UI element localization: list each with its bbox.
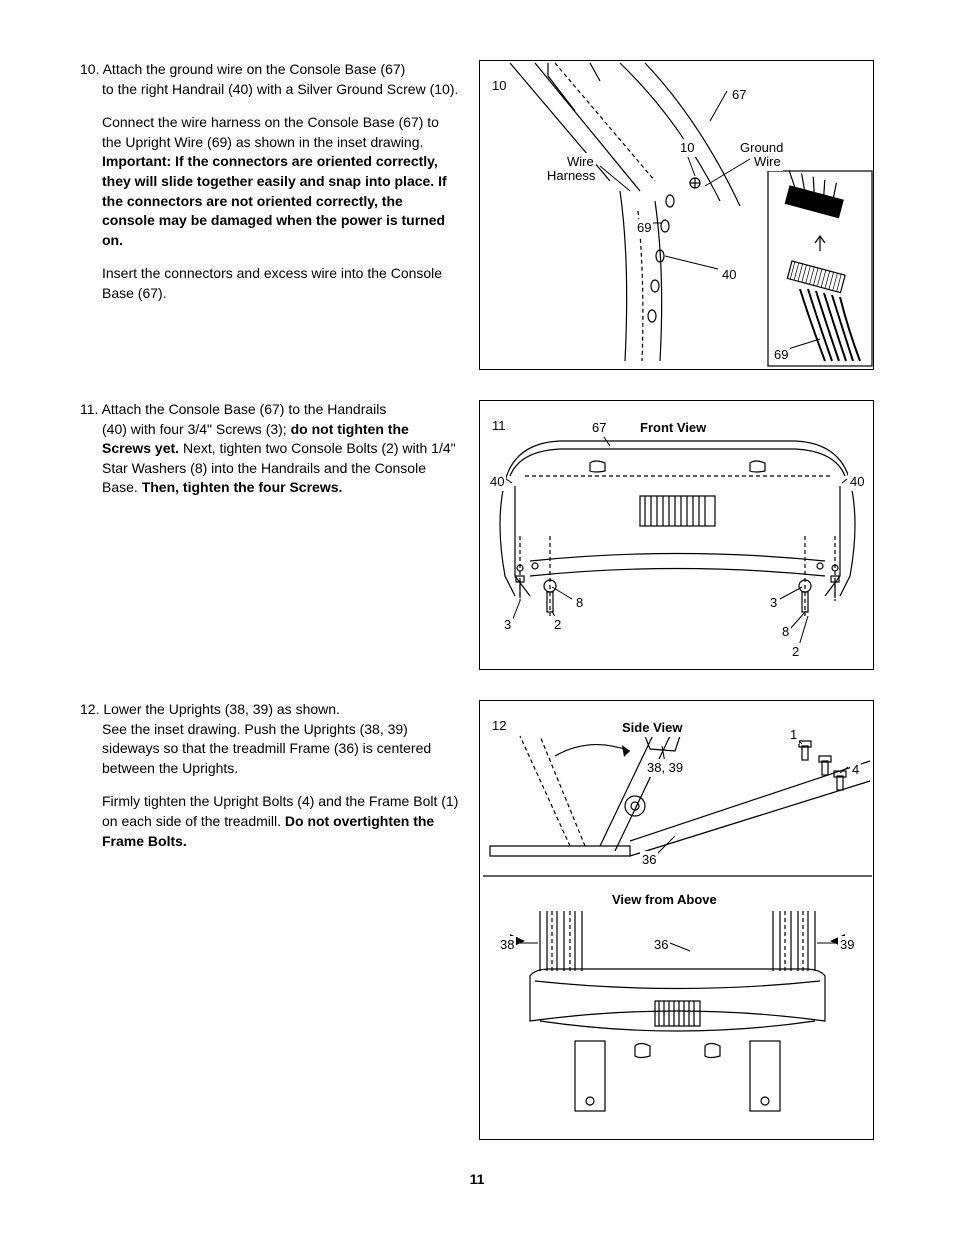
figure-11: 11 67 Front View 40 40 8 3 3 2 8 2 [479, 400, 874, 670]
fig-label: 67 [590, 419, 608, 437]
figure-10: 10 67 10 Ground Wire Wire Harness 69 40 … [479, 60, 874, 370]
fig-label: 3 [502, 616, 513, 634]
step-body: See the inset drawing. Push the Uprights… [80, 720, 459, 852]
fig-label: 40 [720, 266, 738, 284]
fig-label: 36 [652, 936, 670, 954]
step-first-para: 12. Lower the Uprights (38, 39) as shown… [80, 700, 459, 720]
paragraph: to the right Handrail (40) with a Silver… [102, 80, 459, 100]
paragraph: Insert the connectors and excess wire in… [102, 264, 459, 303]
fig-label: Harness [545, 167, 597, 185]
step-number: 10. [80, 61, 99, 77]
fig-label: 39 [838, 936, 856, 954]
fig-label: 3 [768, 594, 779, 612]
fig-label: 8 [780, 623, 791, 641]
step-body: (40) with four 3/4" Screws (3); do not t… [80, 420, 459, 498]
fig-label: View from Above [610, 891, 719, 909]
page-number: 11 [80, 1170, 874, 1190]
figure-10-svg [480, 61, 875, 371]
step-first-para: 10. Attach the ground wire on the Consol… [80, 60, 459, 80]
paragraph: Connect the wire harness on the Console … [102, 113, 459, 250]
fig-label: 2 [552, 616, 563, 634]
step-number: 12. [80, 701, 99, 717]
step-first-line: Attach the ground wire on the Console Ba… [103, 61, 406, 77]
paragraph: Firmly tighten the Upright Bolts (4) and… [102, 792, 459, 851]
fig-label: 10 [678, 139, 696, 157]
fig-label: 40 [848, 473, 866, 491]
fig-label: 67 [730, 86, 748, 104]
step-row: 12. Lower the Uprights (38, 39) as shown… [80, 700, 874, 1140]
fig-label: 69 [772, 346, 790, 364]
figure-12: 12 Side View 1 38, 39 4 36 View from Abo… [479, 700, 874, 1140]
step-text-block: 10. Attach the ground wire on the Consol… [80, 60, 459, 318]
fig-label: 10 [490, 77, 508, 95]
step-first-para: 11. Attach the Console Base (67) to the … [80, 400, 459, 420]
fig-label: 2 [790, 643, 801, 661]
fig-label: 38 [498, 936, 516, 954]
fig-label: 8 [574, 594, 585, 612]
step-first-line: Lower the Uprights (38, 39) as shown. [103, 701, 340, 717]
paragraph: (40) with four 3/4" Screws (3); do not t… [102, 420, 459, 498]
fig-label: Wire [752, 153, 783, 171]
step-text-block: 11. Attach the Console Base (67) to the … [80, 400, 459, 512]
fig-label: 69 [635, 219, 653, 237]
step-first-line: Attach the Console Base (67) to the Hand… [102, 401, 387, 417]
fig-label: 1 [788, 726, 799, 744]
step-row: 11. Attach the Console Base (67) to the … [80, 400, 874, 670]
fig-label: Side View [620, 719, 684, 737]
fig-label: 11 [490, 417, 508, 435]
fig-label: 40 [488, 473, 506, 491]
step-body: to the right Handrail (40) with a Silver… [80, 80, 459, 304]
fig-label: 4 [850, 761, 861, 779]
step-text-block: 12. Lower the Uprights (38, 39) as shown… [80, 700, 459, 865]
fig-label: 12 [490, 717, 508, 735]
fig-label: 38, 39 [645, 759, 685, 777]
fig-label: Front View [638, 419, 708, 437]
fig-label: 36 [640, 851, 658, 869]
figure-11-svg [480, 401, 875, 671]
step-row: 10. Attach the ground wire on the Consol… [80, 60, 874, 370]
paragraph: See the inset drawing. Push the Uprights… [102, 720, 459, 779]
step-number: 11. [80, 401, 98, 417]
